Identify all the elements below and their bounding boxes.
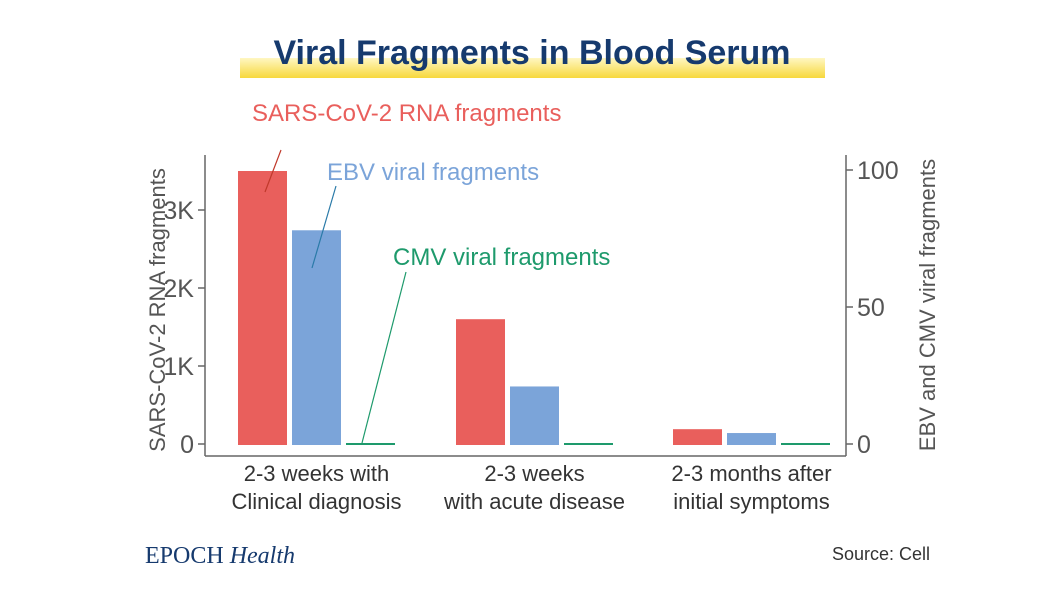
x-tick-label: 2-3 weeks with — [244, 461, 390, 486]
chart-title: Viral Fragments in Blood Serum — [273, 34, 790, 72]
bar-cmv — [781, 443, 830, 445]
x-tick-label: Clinical diagnosis — [232, 489, 402, 514]
left-tick-label: 1K — [163, 353, 194, 381]
x-tick-label: 2-3 months after — [671, 461, 831, 486]
bar-ebv — [292, 230, 341, 445]
bar-sars-cov-2 — [238, 171, 287, 445]
right-axis-label: EBV and CMV viral fragments — [915, 159, 940, 451]
left-tick-label: 0 — [180, 431, 194, 459]
bar-sars-cov-2 — [673, 429, 722, 445]
right-tick-label: 50 — [857, 294, 885, 322]
ebv-annotation-line — [311, 185, 337, 269]
bar-cmv — [346, 443, 395, 445]
left-tick-label: 3K — [163, 197, 194, 225]
title-highlight — [240, 58, 825, 78]
bar-ebv — [510, 386, 559, 445]
right-tick-label: 0 — [857, 431, 871, 459]
x-tick-label: initial symptoms — [673, 489, 829, 514]
source-label: Source: Cell — [832, 544, 930, 564]
left-tick-label: 2K — [163, 275, 194, 303]
cmv-annotation-label: CMV viral fragments — [393, 244, 610, 271]
ebv-annotation-label: EBV viral fragments — [327, 159, 539, 186]
left-axis-label: SARS-CoV-2 RNA fragments — [145, 168, 170, 452]
cmv-annotation-line — [361, 271, 407, 444]
sars-annotation-line — [264, 149, 282, 193]
epoch-health-logo: EPOCH Health — [145, 543, 295, 569]
x-tick-label: with acute disease — [443, 489, 625, 514]
sars-annotation-label: SARS-CoV-2 RNA fragments — [252, 100, 561, 127]
x-tick-label: 2-3 weeks — [484, 461, 584, 486]
bar-ebv — [727, 433, 776, 445]
bar-sars-cov-2 — [456, 319, 505, 445]
right-tick-label: 100 — [857, 157, 899, 185]
bar-cmv — [564, 443, 613, 445]
